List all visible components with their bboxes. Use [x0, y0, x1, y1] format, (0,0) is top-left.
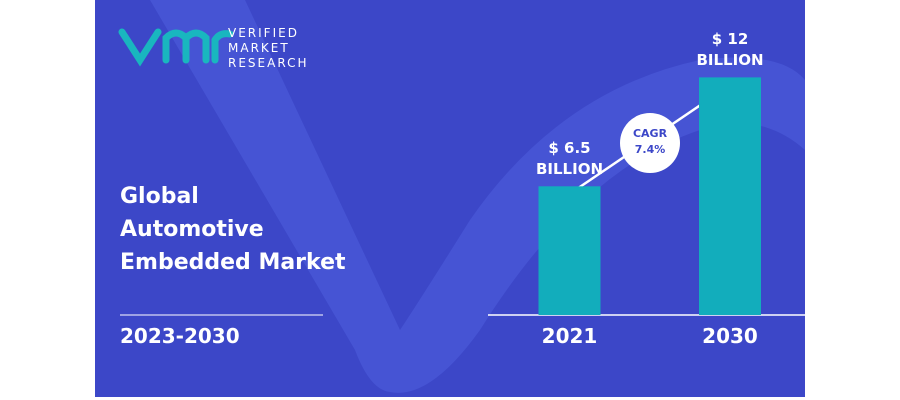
brand-line: VERIFIED: [228, 26, 299, 40]
cagr-value: 7.4%: [635, 143, 666, 156]
subtitle: 2023-2030: [120, 324, 240, 348]
brand-line: RESEARCH: [228, 56, 309, 70]
title-line: Global: [120, 184, 199, 209]
background-v: [150, 0, 805, 393]
title: Global Automotive Embedded Market: [120, 180, 346, 279]
cagr-label: CAGR: [633, 127, 668, 140]
brand-line: MARKET: [228, 41, 290, 55]
bar: [538, 186, 601, 315]
x-tick-label: 2030: [702, 324, 758, 348]
value-label: $ 6.5 BILLION: [535, 139, 604, 179]
title-line: Embedded Market: [120, 250, 346, 275]
x-tick-label: 2021: [542, 324, 598, 348]
brand: VERIFIED MARKET RESEARCH: [228, 26, 308, 71]
value-label: $ 12 BILLION: [696, 30, 764, 70]
bar: [699, 77, 761, 316]
cagr-circle: [620, 113, 680, 173]
logo: [118, 28, 234, 67]
title-line: Automotive: [120, 217, 264, 242]
